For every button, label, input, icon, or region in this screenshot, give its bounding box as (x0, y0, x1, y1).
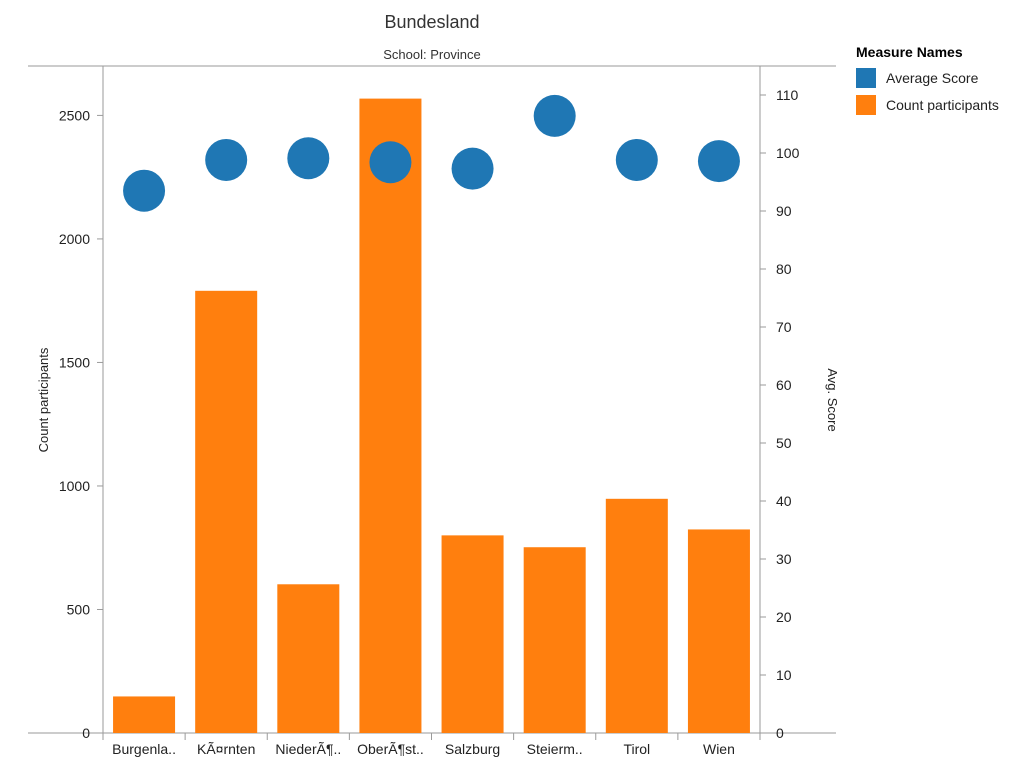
y-left-tick-label: 2500 (59, 107, 90, 123)
x-tick-label: Tirol (623, 741, 650, 757)
legend-item-average-score[interactable]: Average Score (856, 64, 999, 91)
y-right-tick-label: 40 (776, 493, 792, 509)
bar-count-participants (687, 529, 750, 733)
bar-count-participants (441, 535, 504, 733)
y-right-tick-label: 0 (776, 725, 784, 741)
bar-count-participants (605, 498, 668, 733)
bar-count-participants (113, 696, 176, 733)
point-average-score (697, 140, 740, 183)
y-right-tick-label: 90 (776, 203, 792, 219)
y-axis-right-label: Avg. Score (825, 368, 840, 431)
y-axis-left-label: Count participants (36, 347, 51, 452)
x-tick-label: NiederÃ¶.. (275, 741, 341, 757)
x-tick-label: Wien (703, 741, 735, 757)
bar-count-participants (523, 547, 586, 733)
bar-count-participants (359, 98, 422, 733)
point-average-score (615, 138, 658, 181)
point-average-score (369, 141, 412, 184)
x-tick-label: Salzburg (445, 741, 500, 757)
bar-count-participants (195, 290, 258, 733)
y-left-tick-label: 500 (67, 601, 91, 617)
y-right-tick-label: 110 (776, 87, 799, 103)
y-right-tick-label: 10 (776, 667, 792, 683)
y-right-tick-label: 70 (776, 319, 792, 335)
legend-swatch-average-score (856, 67, 876, 88)
chart-title: Bundesland (384, 12, 479, 32)
y-left-tick-label: 1000 (59, 478, 90, 494)
legend: Measure Names Average Score Count partic… (856, 44, 999, 118)
legend-label-average-score: Average Score (886, 69, 979, 86)
y-left-tick-label: 1500 (59, 354, 90, 370)
y-left-tick-label: 0 (82, 725, 90, 741)
bar-count-participants (277, 584, 340, 733)
y-right-tick-label: 80 (776, 261, 792, 277)
x-tick-label: Burgenla.. (112, 741, 176, 757)
y-right-tick-label: 100 (776, 145, 800, 161)
point-average-score (205, 138, 248, 181)
y-right-tick-label: 20 (776, 609, 792, 625)
legend-item-count-participants[interactable]: Count participants (856, 91, 999, 118)
x-tick-label: KÃ¤rnten (197, 741, 255, 757)
legend-title: Measure Names (856, 44, 963, 60)
y-left-tick-label: 2000 (59, 231, 90, 247)
point-average-score (287, 137, 330, 180)
x-tick-label: Steierm.. (527, 741, 583, 757)
legend-swatch-count-participants (856, 94, 876, 115)
legend-label-count-participants: Count participants (886, 96, 999, 113)
point-average-score (533, 94, 576, 137)
y-right-tick-label: 60 (776, 377, 792, 393)
y-right-tick-label: 30 (776, 551, 792, 567)
chart-subtitle: School: Province (383, 47, 481, 62)
point-average-score (451, 147, 494, 190)
x-tick-label: OberÃ¶st.. (357, 741, 424, 757)
point-average-score (123, 169, 166, 212)
y-right-tick-label: 50 (776, 435, 792, 451)
